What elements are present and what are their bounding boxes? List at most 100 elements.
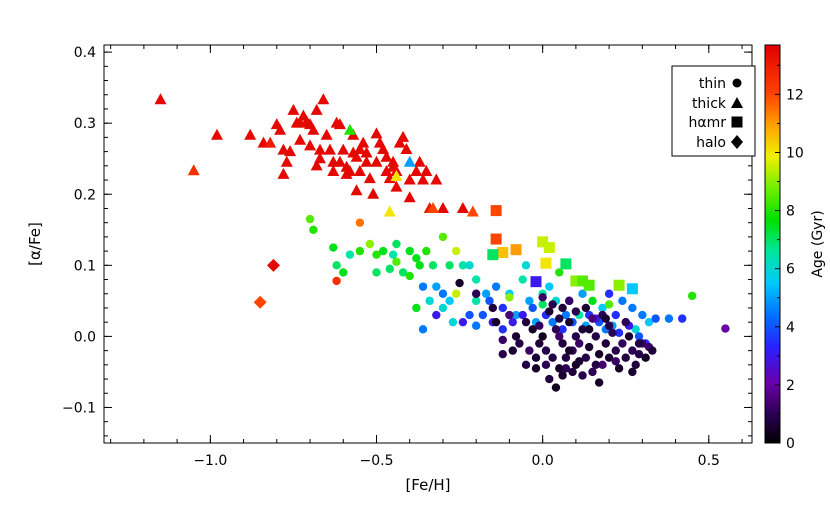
thin-disk-point bbox=[372, 268, 381, 277]
thick-disk-point bbox=[210, 128, 223, 140]
y-tick-label: 0.4 bbox=[74, 45, 96, 61]
thick-disk-point bbox=[403, 173, 416, 185]
thick-disk-point bbox=[323, 143, 336, 155]
thin-disk-point bbox=[445, 296, 454, 306]
thick-disk-point bbox=[390, 180, 403, 192]
thin-disk-point bbox=[575, 339, 584, 348]
thick-disk-point bbox=[244, 128, 257, 140]
thin-disk-point bbox=[525, 346, 534, 355]
hamr-point bbox=[570, 275, 582, 287]
legend-label-thin: thin bbox=[699, 76, 726, 92]
thin-disk-point bbox=[515, 339, 524, 348]
colorbar-tick-label: 10 bbox=[786, 145, 804, 161]
thin-disk-point bbox=[432, 310, 441, 320]
thin-disk-point bbox=[621, 317, 630, 327]
thin-disk-point bbox=[452, 289, 461, 298]
thin-disk-point bbox=[478, 310, 488, 320]
hamr-point bbox=[510, 244, 522, 256]
thin-disk-point bbox=[521, 360, 531, 370]
thin-disk-point bbox=[628, 303, 637, 313]
thick-disk-point bbox=[304, 139, 317, 151]
thick-disk-point bbox=[383, 205, 396, 217]
colorbar-gradient bbox=[764, 44, 781, 444]
hamr-point bbox=[537, 236, 549, 248]
thin-disk-point bbox=[452, 246, 461, 256]
thin-disk-point bbox=[521, 317, 531, 327]
hamr-point bbox=[490, 233, 502, 245]
thin-disk-point bbox=[618, 296, 627, 306]
thick-disk-point bbox=[294, 116, 307, 128]
thick-disk-point bbox=[370, 127, 383, 139]
thick-disk-point bbox=[353, 142, 366, 154]
thin-disk-point bbox=[355, 218, 365, 227]
thin-disk-point bbox=[518, 275, 527, 284]
thin-disk-point bbox=[678, 314, 687, 323]
legend-square-icon bbox=[731, 116, 743, 128]
thin-disk-point bbox=[628, 346, 637, 355]
thick-disk-point bbox=[304, 118, 317, 130]
y-tick-label: −0.1 bbox=[62, 400, 96, 416]
thin-disk-point bbox=[568, 367, 577, 377]
thick-disk-point bbox=[417, 173, 430, 185]
thin-disk-point bbox=[598, 360, 607, 370]
y-axis-label: [α/Fe] bbox=[26, 222, 44, 266]
thin-disk-point bbox=[634, 332, 644, 341]
thick-disk-point bbox=[380, 150, 393, 162]
thin-disk-point bbox=[608, 328, 617, 338]
thick-disk-point bbox=[310, 103, 323, 115]
thin-disk-point bbox=[531, 364, 541, 373]
thin-disk-point bbox=[578, 371, 587, 380]
thick-disk-point bbox=[413, 155, 426, 167]
thick-disk-point bbox=[426, 201, 439, 213]
thin-disk-point bbox=[575, 357, 584, 366]
thin-disk-point bbox=[584, 342, 594, 352]
thin-disk-point bbox=[438, 289, 448, 298]
hamr-point bbox=[613, 279, 625, 291]
thin-disk-point bbox=[425, 296, 434, 306]
thin-disk-point bbox=[548, 300, 557, 309]
thin-disk-point bbox=[628, 367, 637, 377]
thin-disk-point bbox=[558, 325, 567, 334]
thin-disk-point bbox=[392, 257, 401, 266]
thin-disk-point bbox=[581, 353, 591, 362]
thin-disk-point bbox=[415, 261, 424, 270]
thin-disk-point bbox=[521, 261, 531, 270]
thick-disk-point bbox=[367, 187, 380, 199]
thin-disk-point bbox=[548, 353, 557, 362]
hamr-point bbox=[487, 249, 499, 261]
thin-disk-point bbox=[555, 364, 564, 373]
thin-disk-point bbox=[438, 232, 448, 242]
thin-disk-point bbox=[428, 261, 438, 270]
thin-disk-point bbox=[471, 289, 481, 298]
thin-disk-point bbox=[584, 325, 594, 334]
thin-disk-point bbox=[422, 246, 431, 256]
thick-disk-point bbox=[370, 155, 383, 167]
thin-disk-point bbox=[491, 282, 501, 291]
thin-disk-point bbox=[551, 325, 561, 334]
thin-disk-point bbox=[591, 332, 601, 341]
x-tick-label: −0.5 bbox=[359, 453, 393, 469]
thick-disk-point bbox=[466, 205, 479, 217]
thick-disk-point bbox=[377, 142, 390, 154]
thick-disk-point bbox=[187, 164, 200, 176]
colorbar: 0 2 4 6 8 10 12 Age (Gyr) bbox=[764, 44, 826, 452]
hamr-point bbox=[560, 258, 572, 270]
hamr-point bbox=[490, 205, 502, 217]
thin-disk-point bbox=[388, 250, 398, 259]
thin-disk-point bbox=[555, 314, 564, 323]
thick-disk-point bbox=[436, 201, 449, 213]
thin-disk-point bbox=[355, 246, 365, 256]
thin-disk-point bbox=[604, 353, 614, 362]
thin-disk-point bbox=[614, 364, 624, 373]
thin-disk-point bbox=[511, 310, 521, 320]
thin-disk-point bbox=[588, 314, 597, 323]
thin-disk-point bbox=[458, 317, 468, 327]
thin-disk-point bbox=[638, 310, 647, 320]
thin-disk-point bbox=[641, 353, 650, 362]
thick-disk-point bbox=[360, 155, 373, 167]
thick-disk-point bbox=[280, 155, 293, 167]
hamr-point bbox=[626, 283, 638, 295]
thin-disk-point bbox=[531, 353, 541, 362]
thin-disk-point bbox=[498, 335, 507, 345]
thin-disk-point bbox=[687, 291, 697, 301]
